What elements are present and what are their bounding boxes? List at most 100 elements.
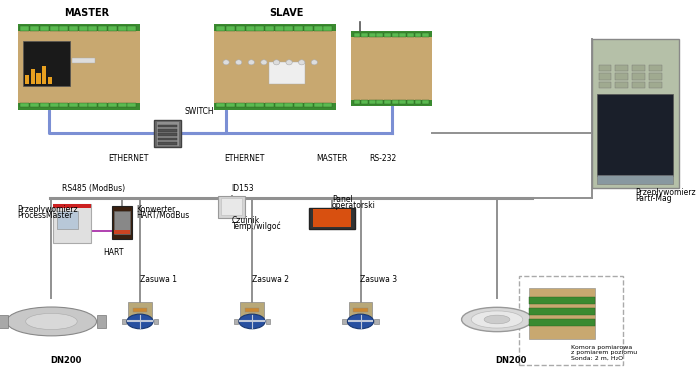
Bar [158,138,177,140]
Bar [216,103,225,107]
Bar [236,26,245,31]
Bar [40,103,49,107]
Bar [60,26,69,31]
Bar [323,103,332,107]
Text: MASTER: MASTER [316,154,348,163]
Bar [313,209,351,227]
Bar [414,100,421,104]
Bar [399,33,406,37]
Ellipse shape [461,307,533,332]
Bar [649,82,661,88]
Bar [154,319,158,324]
Bar [78,26,88,31]
Bar [60,103,69,107]
Bar [108,103,117,107]
Bar [245,308,259,312]
Bar [265,103,274,107]
Bar [649,65,661,71]
Ellipse shape [235,60,242,65]
Bar [118,103,127,107]
Bar [384,100,391,104]
Bar [20,103,29,107]
Bar [361,33,368,37]
Bar [73,58,94,63]
Bar [78,103,88,107]
Bar [528,288,595,339]
Bar [240,303,264,318]
Bar [18,103,140,110]
Text: z pomiarem poziomu: z pomiarem poziomu [571,350,638,355]
Text: SWITCH: SWITCH [185,107,214,116]
Bar [528,319,595,326]
Text: Sonda: 2 m, H₂O: Sonda: 2 m, H₂O [571,356,623,361]
Text: DN200: DN200 [50,356,82,365]
Ellipse shape [484,315,510,324]
Bar [615,73,628,80]
Bar [598,73,611,80]
Text: RS-232: RS-232 [370,154,397,163]
Bar [226,26,235,31]
Bar [108,26,117,31]
Bar [407,33,414,37]
Bar [597,175,673,184]
Bar [18,24,140,31]
Bar [158,142,177,145]
Bar [52,204,91,208]
Bar [266,319,270,324]
Bar [18,31,140,103]
Bar [133,308,147,312]
Bar [97,315,106,328]
Bar [294,103,303,107]
Bar [118,26,127,31]
Text: ETHERNET: ETHERNET [224,154,265,163]
Bar [50,103,59,107]
Bar [632,65,645,71]
Text: Zasuwa 1: Zasuwa 1 [140,275,177,284]
Bar [114,211,130,234]
Text: Przepływomierz: Przepływomierz [636,188,696,197]
Bar [214,24,336,31]
Bar [269,62,305,84]
Bar [361,100,368,104]
Ellipse shape [471,311,523,328]
Bar [226,103,235,107]
Bar [23,41,69,85]
Bar [369,33,376,37]
Bar [156,121,178,146]
Bar [392,100,398,104]
Bar [399,100,406,104]
Bar [632,82,645,88]
Text: SLAVE: SLAVE [270,7,304,18]
Bar [50,26,59,31]
Bar [349,303,372,318]
Bar [128,303,152,318]
Bar [649,73,661,80]
Bar [57,211,78,229]
Bar [354,33,360,37]
Bar [377,100,384,104]
Bar [351,100,432,106]
Bar [314,103,323,107]
Text: operatorski: operatorski [332,201,376,210]
Text: Parti-Mag: Parti-Mag [636,194,672,203]
Bar [598,82,611,88]
Ellipse shape [260,60,267,65]
Text: ETHERNET: ETHERNET [108,154,149,163]
Bar [127,26,136,31]
Bar [407,100,414,104]
Bar [221,198,242,215]
Bar [422,33,429,37]
Ellipse shape [248,60,255,65]
Bar [158,125,177,127]
Bar [214,103,336,110]
Bar [30,26,39,31]
Bar [422,100,429,104]
Bar [615,65,628,71]
Bar [246,26,255,31]
Bar [234,319,238,324]
Bar [216,26,225,31]
Bar [354,308,368,312]
Bar [374,319,379,324]
Bar [122,319,126,324]
Ellipse shape [298,60,304,65]
